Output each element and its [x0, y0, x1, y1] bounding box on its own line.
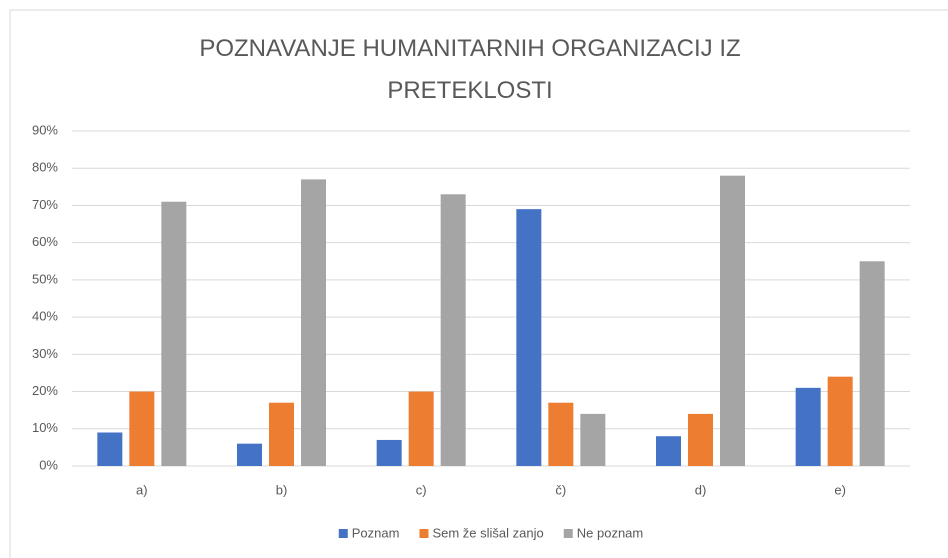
y-tick-label: 50%: [32, 271, 58, 286]
y-tick-label: 20%: [32, 383, 58, 398]
bar: [376, 439, 402, 466]
y-tick-label: 90%: [32, 122, 58, 137]
legend-swatch: [419, 529, 429, 538]
bar: [237, 443, 262, 466]
bar: [97, 432, 123, 466]
bar: [301, 179, 326, 466]
x-tick-label: č): [555, 482, 566, 497]
x-tick-label: b): [276, 482, 288, 497]
bar: [859, 261, 885, 466]
chart-title: POZNAVANJE HUMANITARNIH ORGANIZACIJ IZ P…: [199, 35, 741, 104]
legend-label: Poznam: [352, 525, 400, 540]
y-tick-label: 30%: [32, 346, 58, 361]
bar: [720, 175, 745, 466]
y-tick-label: 80%: [32, 160, 58, 175]
x-tick-label: a): [136, 482, 148, 497]
y-tick-label: 70%: [32, 197, 58, 212]
bar: [408, 391, 434, 466]
bar: [548, 402, 574, 466]
bar: [827, 376, 853, 466]
legend-label: Sem že slišal zanjo: [432, 525, 543, 540]
bar: [129, 391, 155, 466]
legend-swatch: [338, 529, 348, 538]
bar: [161, 201, 187, 466]
legend-swatch: [563, 529, 573, 538]
x-tick-label: d): [695, 482, 707, 497]
y-tick-label: 60%: [32, 234, 58, 249]
y-tick-label: 0%: [39, 457, 58, 472]
bar: [516, 209, 542, 466]
y-tick-label: 40%: [32, 309, 58, 324]
x-tick-label: c): [416, 482, 427, 497]
legend-label: Ne poznam: [577, 525, 643, 540]
x-tick-label: e): [834, 482, 846, 497]
bar: [795, 387, 821, 466]
bar: [580, 413, 606, 466]
bar: [269, 402, 294, 466]
bar: [440, 194, 466, 466]
y-tick-label: 10%: [32, 420, 58, 435]
bar: [688, 413, 713, 466]
bar: [656, 436, 681, 466]
